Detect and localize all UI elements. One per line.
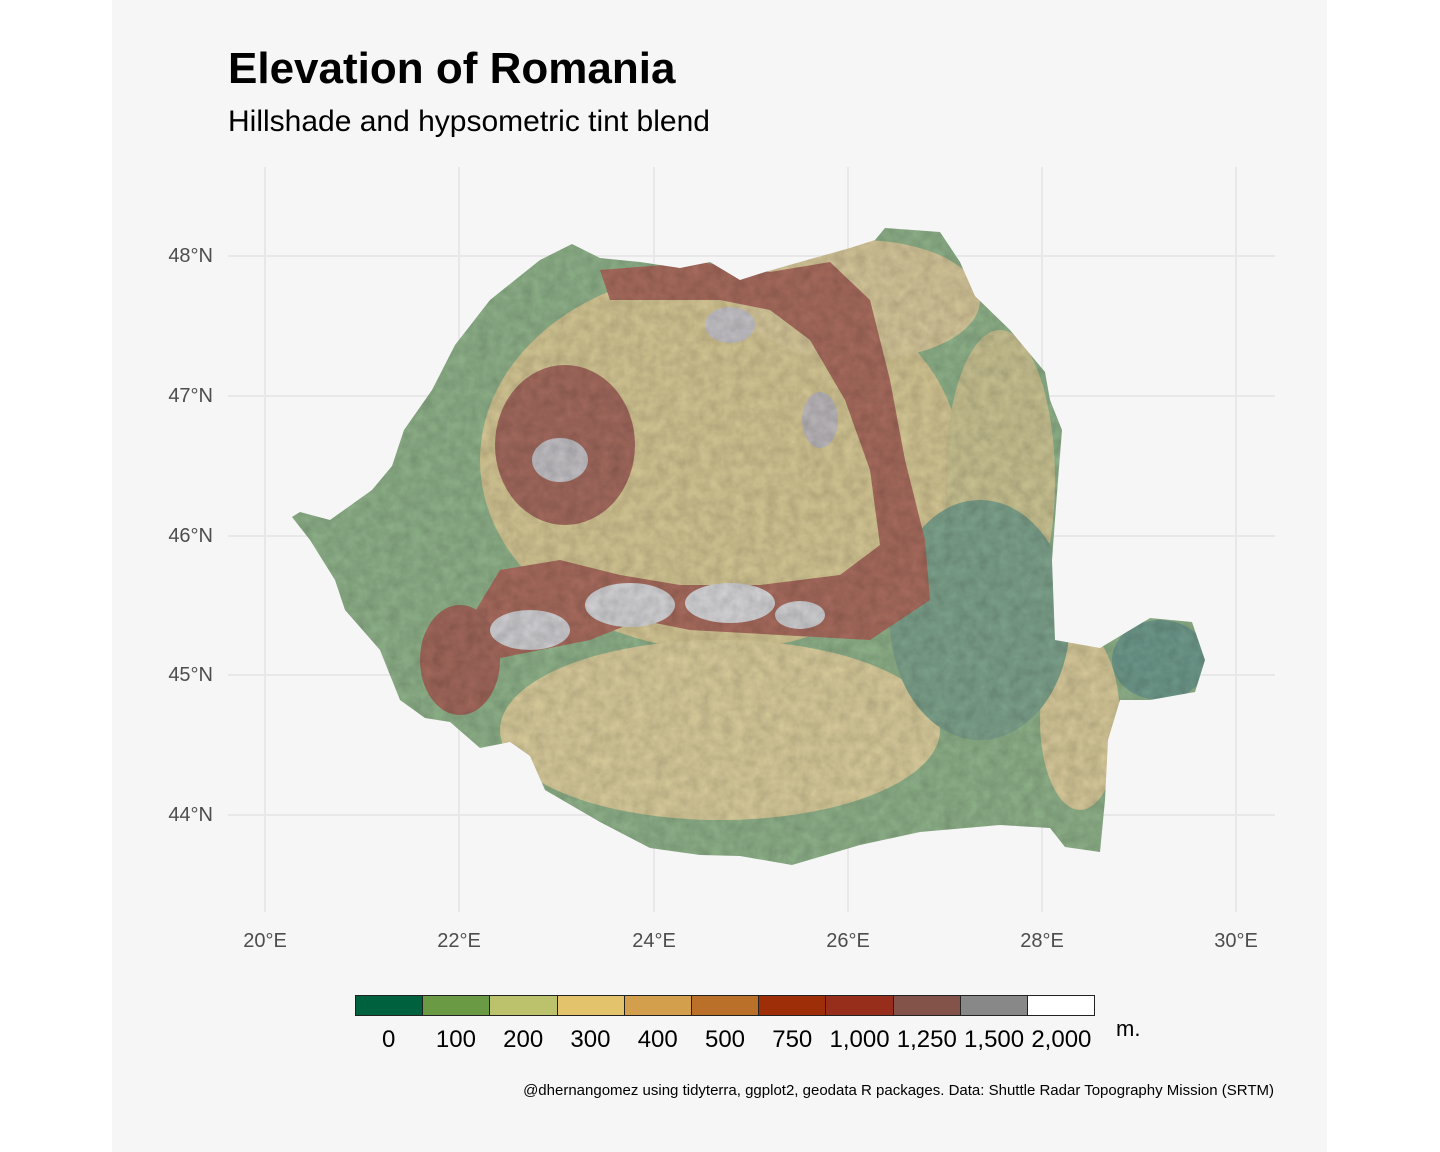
- lat-label-45: 45°N: [168, 664, 213, 686]
- elevation-legend-labels: 0 100 200 300 400 500 750 1,000 1,250 1,500 2,000: [355, 1026, 1095, 1056]
- lon-label-28: 28°E: [1020, 930, 1064, 952]
- lat-label-47: 47°N: [168, 385, 213, 407]
- legend-swatch-7: [826, 996, 894, 1015]
- lon-label-20: 20°E: [243, 930, 287, 952]
- legend-label-7: 1,000: [829, 1026, 890, 1053]
- lat-label-48: 48°N: [168, 245, 213, 267]
- map-title: Elevation of Romania: [228, 44, 676, 93]
- caption: @dhernangomez using tidyterra, ggplot2, …: [523, 1082, 1274, 1099]
- legend-unit: m.: [1116, 1016, 1141, 1041]
- legend-swatch-4: [624, 996, 692, 1015]
- legend-label-4: 400: [637, 1026, 678, 1053]
- legend-swatch-8: [893, 996, 961, 1015]
- lon-label-22: 22°E: [437, 930, 481, 952]
- romania-elevation-map: [292, 228, 1205, 865]
- legend-swatch-0: [356, 996, 424, 1015]
- lat-label-46: 46°N: [168, 525, 213, 547]
- legend-swatch-3: [557, 996, 625, 1015]
- legend-swatch-1: [423, 996, 491, 1015]
- lat-label-44: 44°N: [168, 804, 213, 826]
- legend-label-6: 750: [772, 1026, 813, 1053]
- map-subtitle: Hillshade and hypsometric tint blend: [228, 105, 710, 138]
- lon-label-30: 30°E: [1214, 930, 1258, 952]
- legend-label-3: 300: [570, 1026, 611, 1053]
- lon-label-24: 24°E: [632, 930, 676, 952]
- legend-label-5: 500: [704, 1026, 746, 1053]
- legend-label-1: 100: [435, 1026, 476, 1053]
- legend-label-0: 0: [381, 1026, 396, 1053]
- legend-label-2: 200: [503, 1026, 544, 1053]
- legend-swatch-5: [691, 996, 760, 1015]
- legend-label-8: 1,250: [896, 1026, 957, 1053]
- legend-swatch-9: [960, 996, 1028, 1015]
- legend-swatch-10: [1027, 996, 1095, 1015]
- lon-label-26: 26°E: [826, 930, 870, 952]
- legend-swatch-2: [490, 996, 558, 1015]
- legend-label-10: 2,000: [1031, 1026, 1092, 1053]
- elevation-legend-colorbar: [355, 995, 1095, 1016]
- legend-label-9: 1,500: [964, 1026, 1025, 1053]
- legend-swatch-6: [759, 996, 827, 1015]
